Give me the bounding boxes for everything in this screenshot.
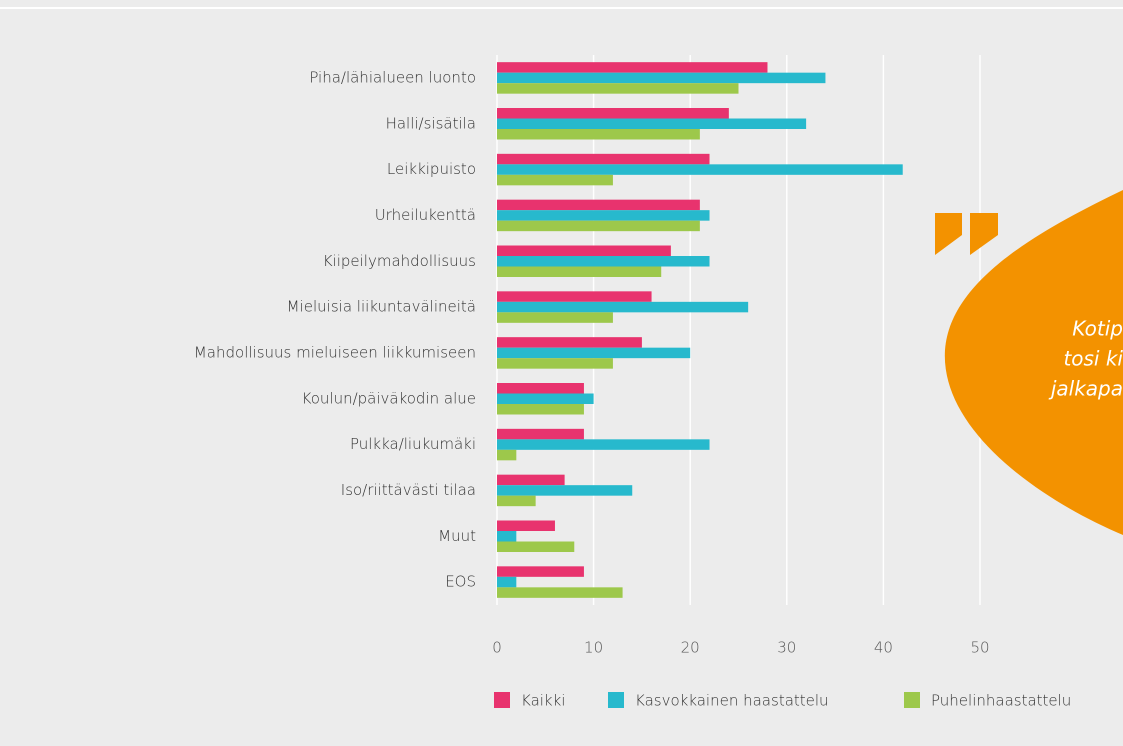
y-tick-label: Kiipeilymahdollisuus (323, 252, 476, 270)
x-tick-label: 50 (970, 639, 989, 657)
y-tick-label: Pulkka/liukumäki (350, 435, 476, 453)
y-tick-label: Mahdollisuus mieluiseen liikkumiseen (194, 343, 476, 361)
bar (497, 475, 565, 486)
bar (497, 439, 710, 450)
bar (497, 450, 516, 461)
x-tick-label: 40 (874, 639, 893, 657)
bar (497, 164, 903, 175)
bar (497, 337, 642, 348)
quote-line: tosi ki (1063, 347, 1123, 371)
y-tick-label: Muut (438, 527, 476, 545)
legend-label: Kasvokkainen haastattelu (635, 692, 829, 710)
legend-label: Kaikki (521, 692, 565, 710)
y-tick-label: Leikkipuisto (387, 160, 476, 178)
bar (497, 542, 574, 553)
bar (497, 108, 729, 119)
bar (497, 267, 661, 278)
bar (497, 485, 632, 496)
legend-label: Puhelinhaastattelu (931, 692, 1071, 710)
bar (497, 129, 700, 140)
quote-line: jalkapa (1048, 377, 1123, 401)
bar (497, 496, 536, 507)
bar (497, 83, 739, 94)
bar (497, 200, 700, 211)
bar (497, 246, 671, 257)
bar (497, 221, 700, 232)
y-tick-label: Koulun/päiväkodin alue (302, 389, 476, 407)
bar (497, 312, 613, 323)
bar (497, 291, 652, 302)
bar (497, 383, 584, 394)
y-tick-label: Piha/lähialueen luonto (309, 68, 476, 86)
bar (497, 348, 690, 359)
bar (497, 119, 806, 130)
bar (497, 577, 516, 588)
bar (497, 256, 710, 267)
legend-swatch (904, 692, 920, 708)
page: 0 10 20 30 40 50 Piha/lähialueen luonto Halli/… (0, 0, 1123, 746)
bar (497, 62, 767, 73)
bar (497, 429, 584, 440)
legend-swatch (494, 692, 510, 708)
y-tick-label: Urheilukenttä (375, 206, 476, 224)
bar (497, 302, 748, 313)
bar (497, 358, 613, 369)
chart: 0 10 20 30 40 50 Piha/lähialueen luonto Halli/… (0, 0, 1123, 746)
y-tick-label: Iso/riittävästi tilaa (341, 481, 476, 499)
bar (497, 531, 516, 542)
y-tick-label: Halli/sisätila (386, 114, 476, 132)
bar (497, 404, 584, 415)
bar (497, 394, 594, 405)
x-tick-label: 30 (777, 639, 796, 657)
y-tick-label: Mieluisia liikuntavälineitä (287, 298, 476, 316)
bar (497, 154, 710, 165)
x-tick-label: 20 (681, 639, 700, 657)
bar (497, 210, 710, 221)
legend-swatch (608, 692, 624, 708)
bar (497, 175, 613, 186)
x-tick-label: 0 (492, 639, 502, 657)
bar (497, 521, 555, 532)
x-tick-label: 10 (584, 639, 603, 657)
quote-line: Kotip (1072, 317, 1123, 341)
bar (497, 73, 825, 84)
y-tick-label: EOS (445, 573, 476, 591)
bar (497, 587, 623, 598)
bar (497, 566, 584, 577)
